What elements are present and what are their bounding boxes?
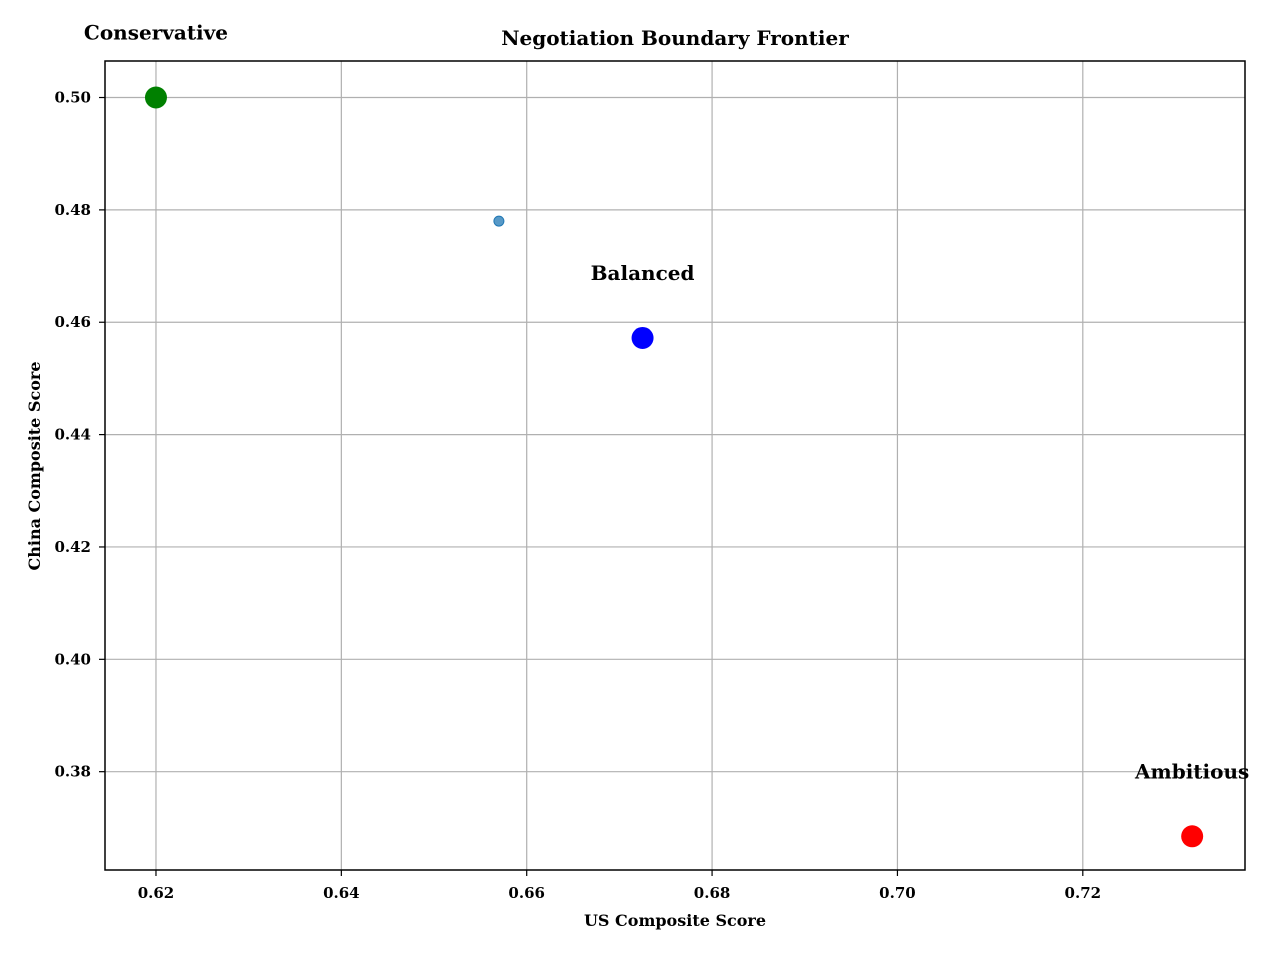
x-tick-label: 0.62 bbox=[138, 884, 175, 902]
grid-lines bbox=[105, 61, 1245, 870]
chart-title: Negotiation Boundary Frontier bbox=[501, 26, 849, 50]
data-point bbox=[631, 326, 654, 349]
plot-frame bbox=[104, 60, 1246, 871]
data-points bbox=[144, 86, 1204, 848]
point-label: Balanced bbox=[591, 261, 695, 285]
data-point bbox=[1181, 825, 1204, 848]
y-tick-label: 0.42 bbox=[54, 538, 91, 556]
y-tick-label: 0.38 bbox=[54, 763, 91, 781]
y-tick-label: 0.48 bbox=[54, 201, 91, 219]
x-tick-label: 0.70 bbox=[879, 884, 916, 902]
point-label: Ambitious bbox=[1134, 759, 1249, 783]
x-tick-label: 0.66 bbox=[508, 884, 545, 902]
y-tick-label: 0.40 bbox=[54, 650, 91, 668]
y-tick-label: 0.50 bbox=[54, 89, 91, 107]
x-tick-label: 0.72 bbox=[1065, 884, 1102, 902]
x-axis-label: US Composite Score bbox=[584, 911, 766, 930]
point-labels: Conservative Balanced Ambitious bbox=[84, 21, 1249, 784]
data-point bbox=[144, 86, 167, 109]
data-point bbox=[493, 215, 505, 227]
y-tick-label: 0.44 bbox=[54, 426, 91, 444]
y-tick-label: 0.46 bbox=[54, 313, 91, 331]
x-axis-ticks: 0.62 0.64 0.66 0.68 0.70 0.72 bbox=[138, 870, 1101, 902]
x-tick-label: 0.68 bbox=[694, 884, 731, 902]
x-tick-label: 0.64 bbox=[323, 884, 360, 902]
y-axis-label: China Composite Score bbox=[25, 361, 44, 570]
point-label: Conservative bbox=[84, 21, 228, 45]
y-axis-ticks: 0.38 0.40 0.42 0.44 0.46 0.48 0.50 bbox=[54, 89, 105, 781]
